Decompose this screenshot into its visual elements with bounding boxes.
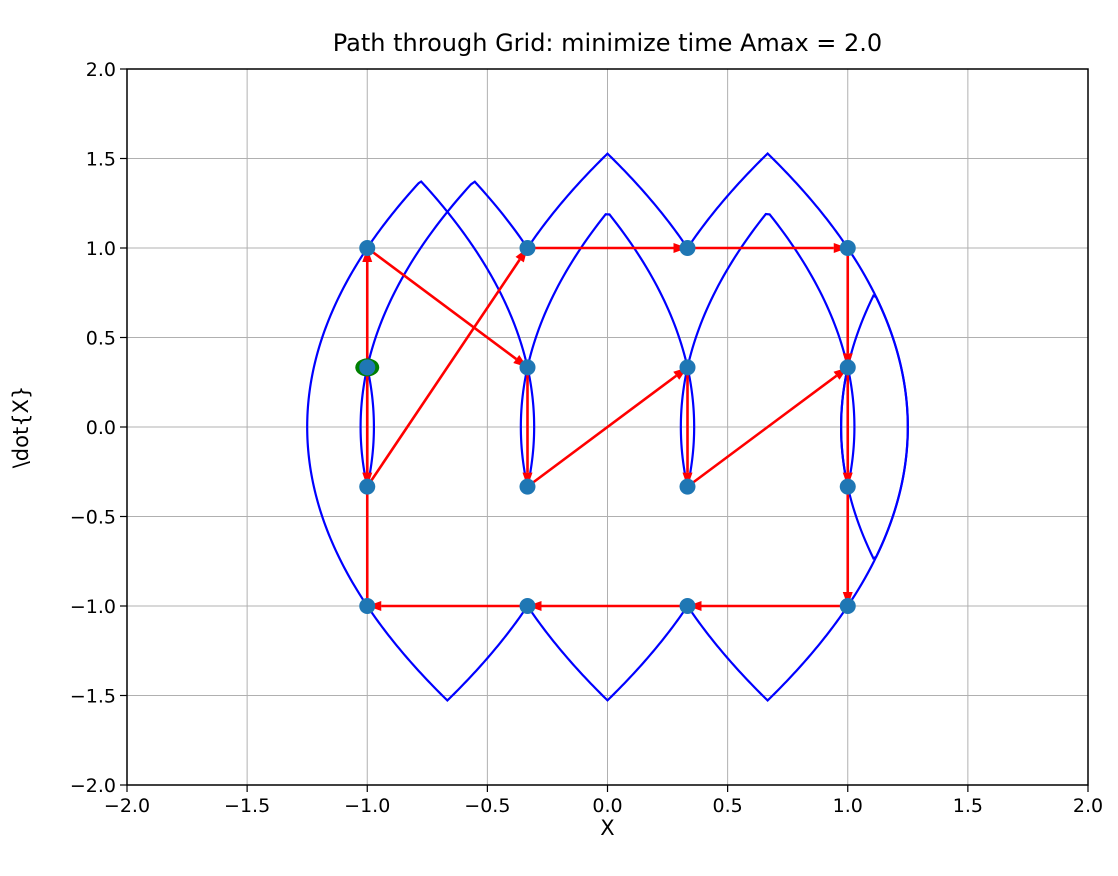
path-arrow-shaft — [526, 374, 678, 488]
trajectory-curve — [686, 151, 849, 249]
x-tick-label: −1.5 — [224, 795, 270, 817]
grid-point-marker — [359, 240, 376, 256]
x-tick-label: 2.0 — [1073, 795, 1103, 817]
path-arrow-shaft — [366, 258, 521, 488]
trajectory-curve — [679, 212, 849, 487]
grid-point-marker — [519, 478, 536, 495]
y-tick-label: 1.0 — [86, 238, 116, 260]
trajectory-curve — [686, 605, 849, 703]
y-tick-label: −1.0 — [70, 596, 116, 618]
grid-point-marker — [679, 359, 696, 376]
grid-point-marker — [679, 240, 696, 256]
trajectory-curve — [526, 152, 689, 249]
trajectory-curve — [359, 180, 529, 487]
grid-point-marker — [839, 359, 856, 376]
grid-points — [355, 240, 856, 614]
x-tick-label: −2.0 — [104, 795, 150, 817]
y-tick-label: 2.0 — [86, 59, 116, 81]
x-axis-label: X — [600, 816, 614, 840]
grid-point-marker — [679, 598, 696, 614]
trajectory-curve — [519, 213, 689, 487]
x-tick-label: 0.0 — [592, 795, 622, 817]
x-tick-label: 1.0 — [833, 795, 863, 817]
grid-point-marker — [519, 240, 536, 256]
grid-point-marker — [679, 478, 696, 495]
trajectory-curve — [306, 247, 369, 607]
x-tick-label: −0.5 — [464, 795, 510, 817]
y-tick-label: 0.0 — [86, 417, 116, 439]
path-arrows — [362, 243, 853, 611]
grid-point-marker — [359, 478, 376, 495]
trajectory-curve — [846, 367, 856, 487]
trajectory-curve — [526, 367, 536, 487]
trajectory-curve — [366, 605, 529, 703]
y-tick-label: 1.5 — [86, 149, 116, 171]
y-axis-label: \dot{X} — [9, 386, 33, 469]
x-tick-label: −1.0 — [344, 795, 390, 817]
y-tick-label: −2.0 — [70, 775, 116, 797]
x-tick-label: 1.5 — [953, 795, 983, 817]
y-tick-label: 0.5 — [86, 328, 116, 350]
path-arrow-shaft — [366, 246, 518, 361]
grid-point-marker — [359, 598, 376, 614]
grid-point-marker — [839, 240, 856, 256]
grid-point-marker — [519, 359, 536, 376]
y-tick-label: −0.5 — [70, 507, 116, 529]
axis-ticks: −2.0 −1.5 −1.0 −0.5 0.0 0.5 1.0 1.5 2.0 −2.0 −1.5 −… — [70, 59, 1103, 817]
y-tick-label: −1.5 — [70, 686, 116, 708]
grid-point-marker — [839, 598, 856, 614]
trajectory-curves — [306, 151, 909, 703]
x-tick-label: 0.5 — [713, 795, 743, 817]
trajectory-curve — [526, 605, 689, 702]
trajectory-curve — [686, 367, 696, 487]
chart-title: Path through Grid: minimize time Amax = … — [333, 29, 882, 57]
grid-point-marker — [519, 598, 536, 614]
grid-point-marker — [359, 359, 376, 376]
trajectory-curve — [366, 180, 529, 368]
grid-point-marker — [839, 478, 856, 495]
path-arrow-shaft — [686, 374, 838, 488]
trajectory-curve — [839, 294, 909, 607]
trajectory-curve — [366, 367, 376, 487]
